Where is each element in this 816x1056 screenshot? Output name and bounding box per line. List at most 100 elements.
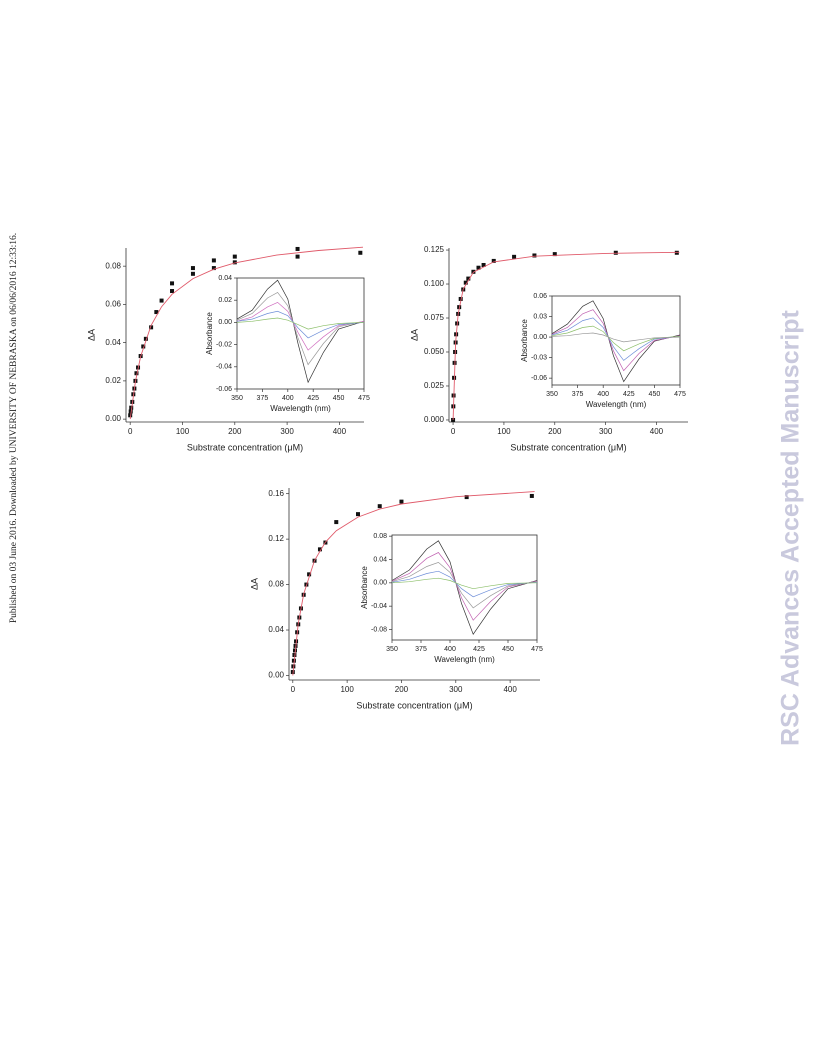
data-point [149, 325, 154, 330]
x-tick-label: 200 [228, 427, 242, 436]
spectrum-line [236, 317, 365, 330]
x-tick-label: 200 [548, 427, 562, 436]
fit-line [452, 251, 680, 421]
y-tick-label: 0.06 [533, 293, 547, 300]
data-point [232, 260, 237, 265]
x-axis-label: Substrate concentration (μM) [510, 442, 626, 452]
data-point [211, 258, 216, 263]
inset-frame [391, 534, 538, 641]
x-tick-label: 0 [291, 685, 296, 694]
x-tick-label: 400 [650, 427, 664, 436]
spectrum-line [551, 332, 681, 343]
x-tick-label: 425 [307, 395, 319, 402]
x-tick-label: 100 [176, 427, 190, 436]
y-axis-label: ΔA [249, 578, 259, 590]
x-tick-label: 425 [623, 391, 635, 398]
x-tick-label: 350 [386, 646, 398, 653]
y-axis-label: Absorbance [520, 319, 529, 362]
data-point [512, 254, 517, 259]
data-point [170, 281, 175, 286]
x-tick-label: 375 [415, 646, 427, 653]
y-tick-label: -0.06 [216, 386, 232, 393]
y-axis-label: Absorbance [360, 566, 369, 609]
data-point [134, 371, 139, 376]
data-point [491, 258, 496, 263]
y-tick-label: 0.00 [533, 334, 547, 341]
data-point [552, 252, 557, 257]
y-tick-label: 0.04 [105, 338, 121, 347]
y-tick-label: 0.03 [533, 313, 547, 320]
data-point [292, 653, 297, 658]
data-point [377, 504, 382, 509]
y-tick-label: 0.04 [268, 625, 284, 634]
x-tick-label: 475 [674, 391, 686, 398]
data-point [291, 658, 296, 663]
y-axis-label: ΔA [409, 329, 419, 341]
y-tick-label: 0.100 [424, 279, 445, 288]
data-point [481, 262, 486, 267]
y-tick-label: 0.06 [105, 300, 121, 309]
data-point [190, 266, 195, 271]
data-point [129, 405, 134, 410]
y-tick-label: 0.00 [373, 580, 387, 587]
y-tick-label: 0.12 [268, 534, 284, 543]
x-tick-label: 475 [531, 646, 543, 653]
watermark: RSC Advances Accepted Manuscript [777, 309, 805, 745]
data-point [232, 254, 237, 259]
data-point [355, 512, 360, 517]
data-point [464, 495, 469, 500]
data-point [476, 265, 481, 270]
x-tick-label: 100 [497, 427, 511, 436]
y-tick-label: 0.04 [218, 275, 232, 282]
data-point [466, 276, 471, 281]
data-point [154, 310, 159, 315]
y-tick-label: 0.025 [424, 381, 445, 390]
x-tick-label: 300 [599, 427, 613, 436]
data-point [358, 250, 363, 255]
y-tick-label: 0.04 [373, 556, 387, 563]
data-point [295, 254, 300, 259]
y-tick-label: 0.08 [268, 580, 284, 589]
x-tick-label: 450 [649, 391, 661, 398]
x-tick-label: 400 [282, 395, 294, 402]
x-axis-label: Wavelength (nm) [434, 655, 495, 664]
data-point [170, 289, 175, 294]
y-tick-label: -0.03 [531, 354, 547, 361]
data-point [307, 572, 312, 577]
data-point [143, 336, 148, 341]
data-point [128, 409, 133, 414]
y-axis-label: Absorbance [205, 312, 214, 355]
y-tick-label: -0.04 [371, 603, 387, 610]
x-tick-label: 475 [358, 395, 370, 402]
x-tick-label: 400 [503, 685, 517, 694]
y-tick-label: 0.125 [424, 245, 445, 254]
fit-line [292, 491, 535, 676]
y-tick-label: 0.02 [218, 297, 232, 304]
y-tick-label: 0.08 [105, 261, 121, 270]
y-tick-label: -0.02 [216, 341, 232, 348]
y-tick-label: -0.08 [371, 626, 387, 633]
data-point [463, 280, 468, 285]
x-tick-label: 450 [502, 646, 514, 653]
data-point [317, 547, 322, 552]
data-point [211, 266, 216, 271]
data-point [458, 296, 463, 301]
y-tick-label: 0.075 [424, 313, 445, 322]
y-tick-label: 0.00 [268, 671, 284, 680]
inset-frame [236, 277, 365, 390]
spectrum-line [236, 310, 365, 339]
x-tick-label: 400 [333, 427, 347, 436]
inset-frame [551, 295, 681, 386]
x-tick-label: 400 [444, 646, 456, 653]
y-tick-label: 0.16 [268, 489, 284, 498]
x-tick-label: 200 [395, 685, 409, 694]
x-tick-label: 375 [257, 395, 269, 402]
data-point [399, 499, 404, 504]
data-point [128, 413, 133, 418]
y-tick-label: 0.000 [424, 415, 445, 424]
data-point [529, 493, 534, 498]
x-axis-label: Wavelength (nm) [586, 400, 647, 409]
x-tick-label: 375 [572, 391, 584, 398]
